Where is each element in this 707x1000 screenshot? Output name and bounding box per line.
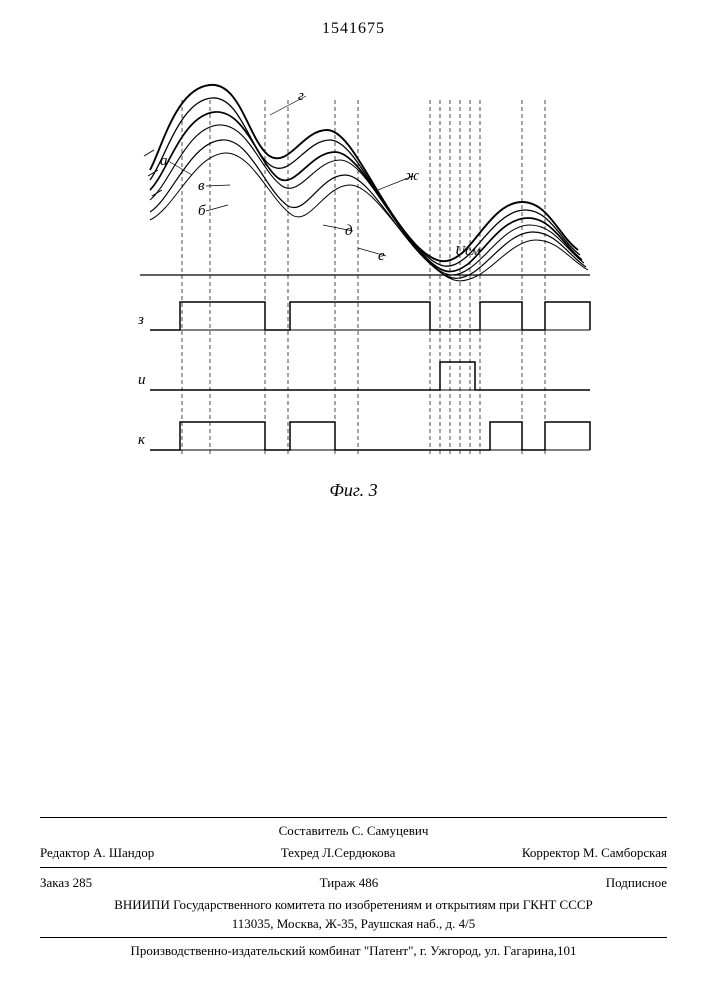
- waveform-svg: а бв г д е ж Uсм з и к: [120, 60, 600, 480]
- svg-text:в: в: [198, 178, 205, 194]
- svg-text:к: к: [138, 432, 146, 448]
- org-line-1: ВНИИПИ Государственного комитета по изоб…: [40, 895, 667, 915]
- curve-d: [150, 140, 586, 278]
- techred: Техред Л.Сердюкова: [281, 843, 396, 863]
- svg-text:а: а: [160, 153, 168, 169]
- curve-v: [150, 125, 584, 275]
- divider: [40, 867, 667, 868]
- curve-a: [150, 98, 580, 266]
- divider: [40, 817, 667, 818]
- document-number: 1541675: [322, 20, 385, 38]
- publisher-line: Производственно-издательский комбинат "П…: [40, 941, 667, 961]
- compiler-line: Составитель С. Самуцевич: [40, 821, 667, 841]
- svg-text:и: и: [138, 372, 146, 388]
- svg-text:б: б: [198, 203, 206, 219]
- svg-text:г: г: [298, 88, 304, 104]
- digital-trace-з: [150, 302, 590, 330]
- digital-trace-к: [150, 422, 590, 450]
- subscription: Подписное: [606, 873, 667, 893]
- divider: [40, 937, 667, 938]
- digital-trace-и: [150, 362, 590, 390]
- svg-text:ж: ж: [405, 168, 419, 184]
- svg-text:Uсм: Uсм: [455, 244, 480, 259]
- figure-3: а бв г д е ж Uсм з и к: [120, 60, 600, 480]
- svg-text:е: е: [378, 248, 385, 264]
- footer-block: Составитель С. Самуцевич Редактор А. Шан…: [40, 814, 667, 960]
- svg-text:з: з: [137, 312, 144, 328]
- print-row: Заказ 285 Тираж 486 Подписное: [40, 871, 667, 895]
- org-line-2: 113035, Москва, Ж-35, Раушская наб., д. …: [40, 914, 667, 934]
- corrector: Корректор М. Самборская: [522, 843, 667, 863]
- svg-text:д: д: [345, 223, 353, 239]
- tirazh: Тираж 486: [320, 873, 379, 893]
- order: Заказ 285: [40, 873, 92, 893]
- editor: Редактор А. Шандор: [40, 843, 154, 863]
- figure-caption: Фиг. 3: [329, 480, 377, 501]
- credits-row: Редактор А. Шандор Техред Л.Сердюкова Ко…: [40, 841, 667, 865]
